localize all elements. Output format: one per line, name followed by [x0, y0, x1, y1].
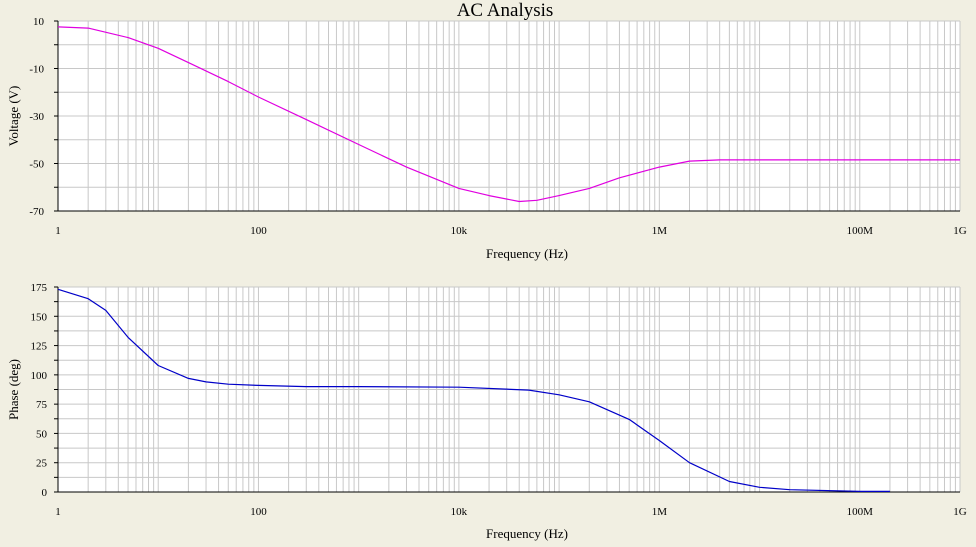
x-tick-label: 1	[55, 506, 61, 518]
y-tick-label: -10	[29, 64, 44, 76]
voltage-plot: 10 -10 -30 -50 -70 1 100 10k 1M 100M 1G Frequency (…	[6, 16, 967, 261]
series-line	[57, 288, 890, 492]
y-tick-label: 75	[36, 399, 48, 411]
x-tick-label: 10k	[451, 506, 468, 518]
y-tick-label: -30	[29, 111, 44, 123]
x-tick-label: 1M	[652, 506, 668, 518]
x-tick-label: 100	[250, 225, 267, 237]
chart-title: AC Analysis	[457, 0, 554, 21]
y-tick-label: 50	[36, 428, 48, 440]
x-tick-label: 1G	[953, 506, 967, 518]
y-axis-label: Voltage (V)	[6, 86, 21, 147]
y-tick-label: 175	[31, 282, 48, 294]
x-tick-label: 10k	[451, 225, 468, 237]
x-tick-label: 1	[55, 225, 61, 237]
x-tick-label: 1M	[652, 225, 668, 237]
y-tick-label: 10	[33, 16, 45, 28]
x-axis-label: Frequency (Hz)	[486, 246, 568, 261]
series-line	[57, 26, 960, 203]
x-axis-label: Frequency (Hz)	[486, 526, 568, 541]
y-tick-label: 125	[31, 341, 48, 353]
y-tick-label: -70	[29, 206, 44, 218]
x-tick-label: 100	[250, 506, 267, 518]
y-tick-label: 100	[31, 370, 48, 382]
y-tick-label: -50	[29, 159, 44, 171]
y-tick-label: 0	[42, 487, 48, 499]
phase-plot: 175 150 125 100 75 50 25 01 100 10k 1M 100M 1G Freque…	[6, 282, 967, 541]
y-tick-label: 25	[36, 458, 48, 470]
y-axis-label: Phase (deg)	[6, 359, 21, 420]
y-tick-label: 150	[31, 311, 48, 323]
x-tick-label: 100M	[847, 225, 874, 237]
x-tick-label: 1G	[953, 225, 967, 237]
x-tick-label: 100M	[847, 506, 874, 518]
